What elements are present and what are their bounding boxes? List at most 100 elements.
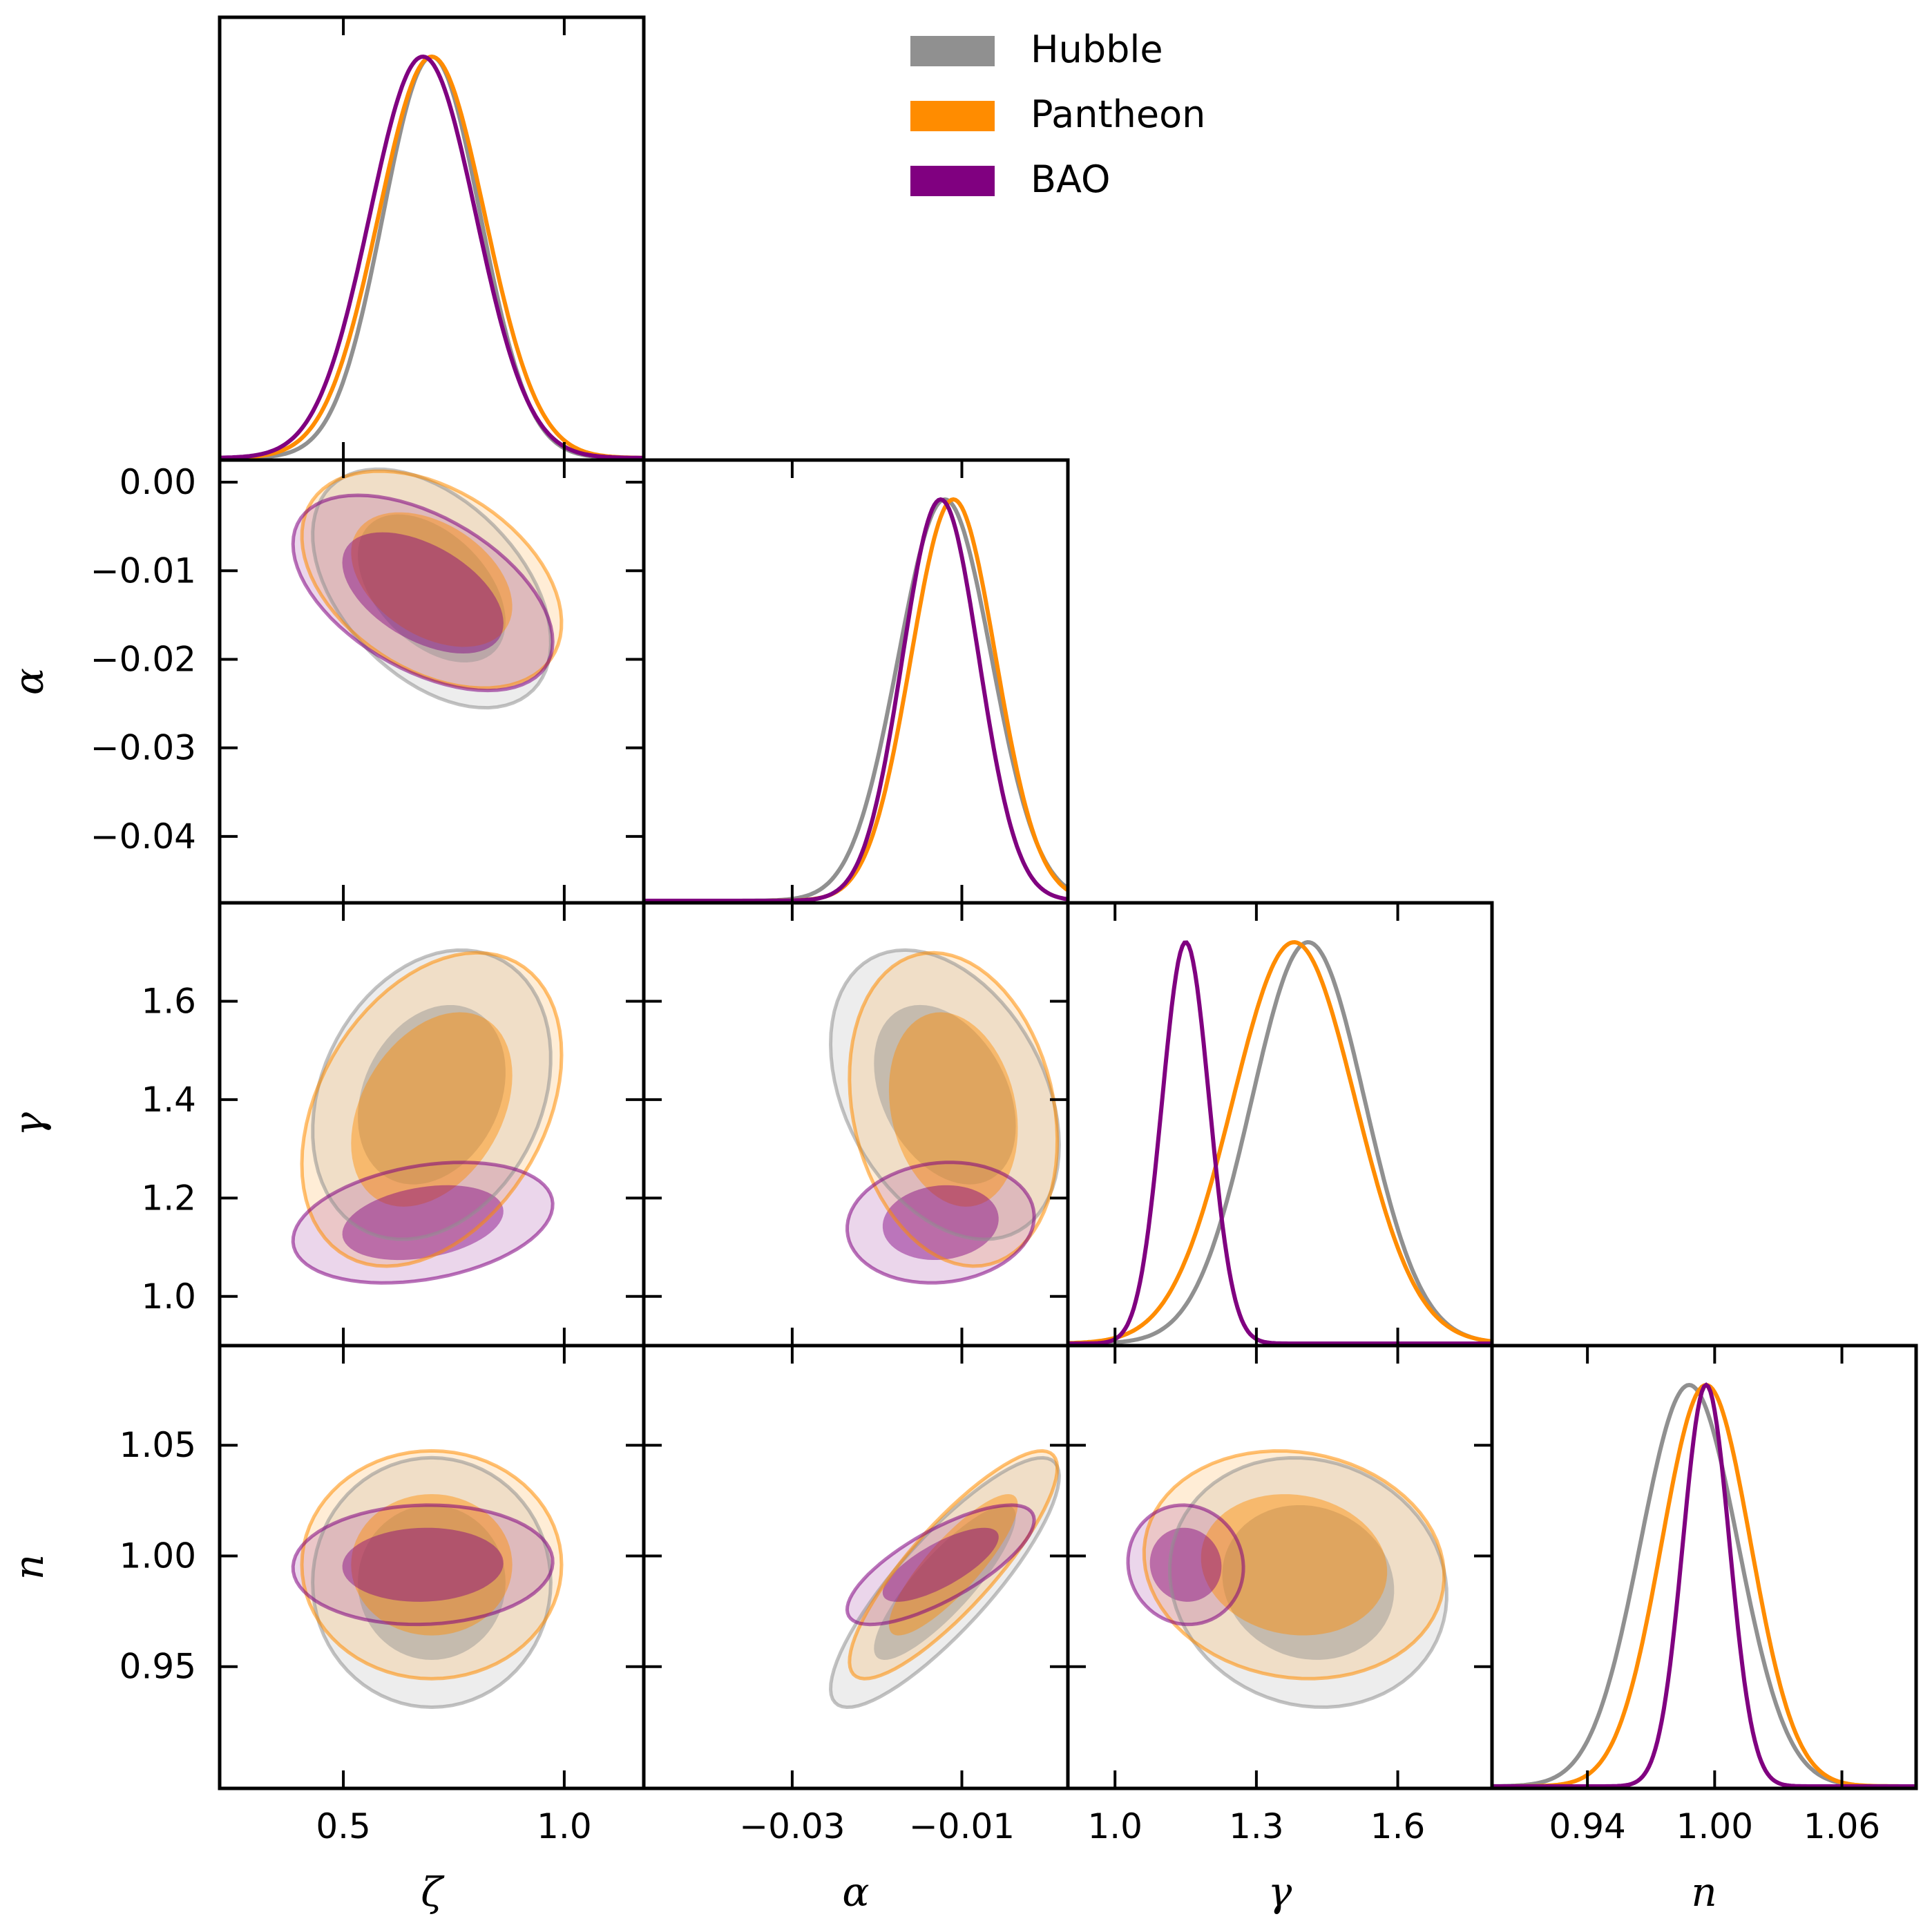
- contour-panel-zeta-gamma: [291, 948, 564, 1285]
- x-tick-label-n: 1.00: [1676, 1806, 1753, 1846]
- contour-95-line-pantheon: [300, 469, 564, 690]
- x-tick-label-gamma: 1.0: [1087, 1806, 1142, 1846]
- contour-95-fill-bao: [847, 1504, 1035, 1625]
- contour-68-fill-pantheon: [351, 1494, 513, 1636]
- contour-68-fill-pantheon: [1201, 1494, 1388, 1636]
- legend-label-pantheon: Pantheon: [1031, 93, 1205, 136]
- y-tick-label-gamma: 1.2: [141, 1178, 196, 1218]
- label-layer: 0.5 1.0 ζ −0.03 −0.01 α 1.0 1.3 1.6 γ 0.94 1.00 1.06…: [6, 462, 1880, 1915]
- contour-95-line-bao: [1126, 1503, 1245, 1627]
- contour-95-line-pantheon: [1142, 1449, 1446, 1681]
- x-tick-label-gamma: 1.6: [1370, 1806, 1426, 1846]
- legend: Hubble Pantheon BAO: [910, 28, 1205, 201]
- x-tick-label-alpha: −0.03: [739, 1806, 845, 1846]
- x-tick-label-zeta: 1.0: [537, 1806, 592, 1846]
- y-tick-label-alpha: 0.00: [119, 462, 196, 502]
- contour-95-fill-hubble: [830, 950, 1060, 1240]
- y-tick-label-n: 1.00: [119, 1536, 196, 1576]
- y-tick-label-gamma: 1.4: [141, 1080, 196, 1120]
- contour-68-fill-bao: [342, 532, 504, 653]
- legend-swatch-pantheon: [910, 101, 995, 131]
- contour-95-line-pantheon: [848, 950, 1060, 1268]
- x-tick-label-alpha: −0.01: [909, 1806, 1015, 1846]
- contour-panel-zeta-n: [291, 1449, 564, 1710]
- contour-95-fill-bao: [1128, 1504, 1244, 1625]
- x-tick-label-n: 0.94: [1549, 1806, 1625, 1846]
- y-tick-label-gamma: 1.6: [141, 981, 196, 1021]
- y-tick-label-alpha: −0.02: [90, 639, 196, 679]
- contour-95-line-pantheon: [300, 1449, 564, 1681]
- panel-frame-zeta-zeta: [218, 15, 646, 462]
- marginal-n-pantheon: [1492, 1382, 1916, 1788]
- panel-frame-gamma-gamma: [1066, 901, 1494, 1348]
- marginal-panel-gamma: [1068, 939, 1492, 1346]
- contour-95-fill-pantheon: [849, 953, 1058, 1266]
- marginal-zeta-bao: [220, 54, 644, 460]
- y-axis-label-gamma: γ: [6, 1112, 52, 1136]
- contour-68-fill-pantheon: [888, 1012, 1018, 1207]
- contour-panel-alpha-n: [828, 1449, 1061, 1710]
- x-axis-label-alpha: α: [842, 1869, 869, 1915]
- marginal-panel-alpha: [644, 497, 1068, 903]
- contour-panel-gamma-n: [1126, 1449, 1448, 1709]
- x-tick-label-n: 1.06: [1804, 1806, 1880, 1846]
- contour-68-fill-bao: [342, 1527, 504, 1602]
- marginal-n-bao: [1492, 1382, 1916, 1788]
- contour-95-fill-hubble: [830, 1458, 1060, 1708]
- contour-95-fill-bao: [293, 1162, 553, 1283]
- contour-68-fill-bao: [342, 1185, 504, 1261]
- y-tick-label-n: 1.05: [119, 1425, 196, 1465]
- contour-68-fill-pantheon: [888, 1494, 1018, 1636]
- marginal-zeta-hubble: [220, 54, 644, 460]
- y-axis-label-n: n: [6, 1554, 52, 1580]
- y-tick-label-alpha: −0.03: [90, 728, 196, 768]
- legend-label-hubble: Hubble: [1031, 28, 1163, 71]
- contour-68-fill-bao: [1149, 1527, 1222, 1602]
- contour-68-fill-pantheon: [351, 1012, 513, 1207]
- marginal-n-hubble: [1492, 1382, 1916, 1788]
- tick-layer: [220, 17, 1844, 1788]
- contour-95-fill-hubble: [312, 1458, 551, 1708]
- contour-fill-layer: [291, 467, 1448, 1710]
- marginal-alpha-bao: [644, 497, 1068, 903]
- x-axis-label-zeta: ζ: [421, 1869, 445, 1915]
- contour-95-line-hubble: [828, 948, 1061, 1241]
- x-axis-label-gamma: γ: [1268, 1869, 1292, 1915]
- contour-95-fill-bao: [293, 1504, 553, 1625]
- contour-95-fill-hubble: [312, 950, 551, 1239]
- contour-95-line-bao: [291, 1503, 555, 1627]
- contour-95-fill-hubble: [1169, 1458, 1447, 1708]
- contour-68-fill-bao: [882, 1185, 999, 1260]
- contour-68-fill-hubble: [358, 1504, 506, 1660]
- contour-panel-zeta-alpha: [291, 467, 564, 710]
- y-tick-label-alpha: −0.04: [90, 816, 196, 857]
- contour-panel-alpha-gamma: [828, 948, 1061, 1285]
- panel-frame-n-n: [1490, 1344, 1918, 1790]
- marginal-zeta-pantheon: [220, 54, 644, 460]
- x-tick-label-zeta: 0.5: [316, 1806, 371, 1846]
- marginal-panel-n: [1492, 1382, 1916, 1788]
- contour-68-fill-pantheon: [351, 512, 513, 647]
- legend-swatch-bao: [910, 166, 995, 196]
- contour-95-fill-pantheon: [849, 1451, 1058, 1679]
- contour-95-line-bao: [845, 1160, 1036, 1285]
- contour-95-fill-pantheon: [302, 1451, 562, 1679]
- marginal-gamma-hubble: [1068, 939, 1492, 1346]
- x-tick-label-gamma: 1.3: [1229, 1806, 1284, 1846]
- contour-68-fill-hubble: [358, 514, 506, 662]
- contour-95-line-hubble: [1167, 1455, 1448, 1709]
- legend-swatch-hubble: [910, 36, 995, 66]
- legend-label-bao: BAO: [1031, 157, 1111, 201]
- marginal-panel-zeta: [220, 54, 644, 460]
- x-axis-label-n: n: [1691, 1869, 1716, 1915]
- contour-95-line-bao: [291, 1160, 555, 1285]
- y-tick-label-gamma: 1.0: [141, 1277, 196, 1317]
- marginal-gamma-pantheon: [1068, 939, 1492, 1346]
- y-tick-label-n: 0.95: [119, 1647, 196, 1687]
- contour-68-fill-hubble: [1222, 1505, 1395, 1660]
- contour-95-line-pantheon: [300, 950, 564, 1268]
- contour-95-line-hubble: [311, 948, 553, 1241]
- contour-95-fill-pantheon: [302, 471, 562, 688]
